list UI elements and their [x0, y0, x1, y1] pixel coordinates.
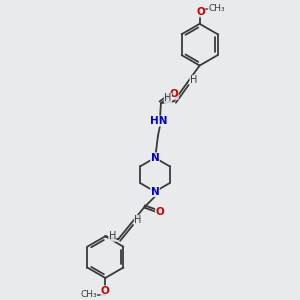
Text: H: H: [134, 215, 142, 225]
Text: CH₃: CH₃: [80, 290, 97, 299]
Text: N: N: [151, 153, 159, 163]
Text: CH₃: CH₃: [208, 4, 225, 14]
Text: H: H: [190, 75, 197, 85]
Text: O: O: [101, 286, 110, 296]
Text: O: O: [156, 207, 164, 218]
Text: O: O: [169, 89, 178, 99]
Text: H: H: [164, 93, 172, 103]
Text: HN: HN: [150, 116, 168, 126]
Text: N: N: [151, 187, 159, 196]
Text: O: O: [196, 7, 205, 17]
Text: H: H: [109, 231, 116, 241]
